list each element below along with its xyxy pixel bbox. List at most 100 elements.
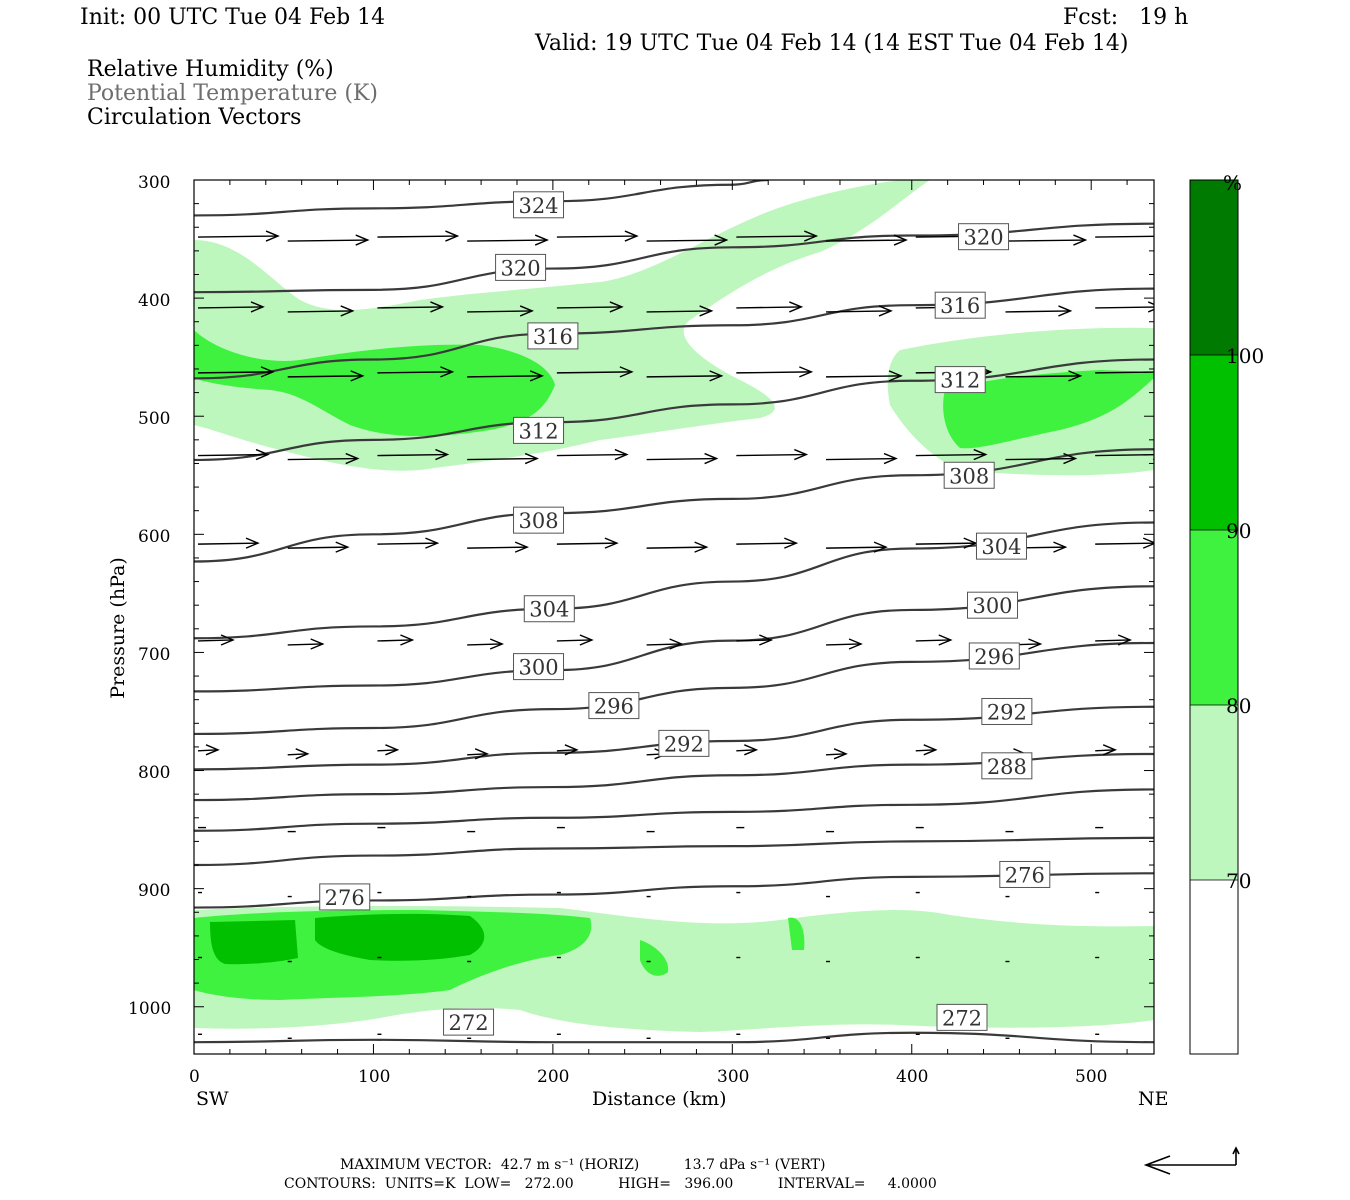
svg-text:296: 296 (594, 695, 634, 719)
colorbar-unit: % (1223, 171, 1243, 195)
circulation-vector (646, 638, 684, 650)
colorbar-80 (1190, 530, 1238, 705)
svg-text:288: 288 (987, 755, 1027, 779)
y-tick-label: 900 (138, 881, 171, 901)
circulation-vector (736, 366, 814, 378)
circulation-vector (287, 452, 360, 465)
theta-contour-280 (194, 836, 1154, 867)
x-tick-label: 100 (358, 1067, 391, 1087)
circulation-vector (556, 301, 624, 313)
theta-label-324: 324 (513, 191, 565, 219)
circulation-vector (556, 366, 634, 378)
theta-label-296: 296 (588, 692, 640, 720)
circulation-vector (197, 448, 270, 461)
circulation-vector (377, 230, 460, 242)
circulation-vector (467, 370, 544, 382)
colorbar-frame (1189, 179, 1239, 1055)
x-tick-label: 0 (189, 1067, 200, 1087)
circulation-vector (1005, 370, 1083, 382)
circulation-vector (287, 541, 350, 553)
theta-contour-288 (194, 752, 1154, 802)
circulation-vector (377, 301, 445, 313)
circulation-vector (1095, 371, 1154, 374)
theta-label-320: 320 (495, 253, 547, 281)
footer-max-vector: MAXIMUM VECTOR: 42.7 m s⁻¹ (HORIZ) 13.7 … (340, 1157, 826, 1173)
circulation-vector (1005, 234, 1088, 246)
title-circulation-vectors: Circulation Vectors (87, 105, 302, 130)
circulation-vector (197, 301, 265, 313)
svg-text:320: 320 (501, 256, 541, 280)
svg-text:308: 308 (949, 464, 989, 488)
circulation-vector (1095, 235, 1154, 238)
circulation-vector (197, 634, 235, 646)
footer-contours: CONTOURS: UNITS=K LOW= 272.00 HIGH= 396.… (284, 1176, 937, 1192)
circulation-vector (377, 448, 450, 461)
theta-label-300: 300 (967, 591, 1019, 619)
title-relative-humidity: Relative Humidity (%) (87, 57, 334, 82)
y-axis-label: Pressure (hPa) (107, 557, 129, 699)
circulation-vector (556, 634, 594, 646)
circulation-vector (197, 744, 220, 756)
colorbar-100 (1190, 180, 1238, 355)
x-tick-label: 400 (896, 1067, 929, 1087)
circulation-vector (646, 452, 719, 465)
circulation-vector (467, 234, 549, 246)
circulation-vector (826, 305, 893, 317)
circulation-vector (197, 230, 280, 242)
circulation-vector (287, 748, 310, 760)
circulation-vector (915, 744, 938, 756)
rh90-area (210, 920, 298, 965)
theta-contour-324 (194, 180, 769, 217)
svg-text:312: 312 (518, 419, 558, 443)
theta-label-288: 288 (981, 752, 1033, 780)
valid-time: Valid: 19 UTC Tue 04 Feb 14 (14 EST Tue … (535, 31, 1129, 56)
svg-text:292: 292 (664, 732, 704, 756)
circulation-vector (826, 234, 908, 246)
theta-label-312: 312 (934, 366, 986, 394)
circulation-vector (736, 448, 809, 461)
circulation-vector (287, 638, 325, 650)
theta-label-320: 320 (958, 223, 1010, 251)
circulation-vector (197, 537, 260, 549)
theta-contour-284 (194, 788, 1154, 832)
svg-text:296: 296 (974, 645, 1014, 669)
circulation-vector (646, 234, 729, 246)
theta-label-308: 308 (943, 461, 995, 489)
circulation-vector (736, 634, 774, 646)
circulation-vector (287, 370, 365, 382)
circulation-vector (826, 370, 903, 382)
rh80-area (640, 940, 669, 976)
colorbar-below-70 (1190, 880, 1238, 1054)
theta-contour-labels: 324 320 320 316 316 312 312 308 308 304 304 300 300 2… (319, 191, 1051, 1036)
circulation-vector (556, 230, 639, 242)
svg-text:304: 304 (981, 535, 1021, 559)
svg-text:316: 316 (533, 325, 573, 349)
circulation-vector (556, 744, 579, 756)
circulation-vector (467, 748, 489, 760)
init-time: Init: 00 UTC Tue 04 Feb 14 (80, 5, 386, 30)
colorbar-70 (1190, 705, 1238, 880)
circulation-vector (736, 230, 819, 242)
circulation-vector (1095, 634, 1133, 646)
x-axis-label: Distance (km) (592, 1088, 727, 1110)
colorbar-label: 100 (1226, 344, 1265, 368)
circulation-vector (467, 452, 539, 465)
circulation-vector (736, 744, 759, 756)
circulation-vector (467, 541, 529, 553)
circulation-vector (197, 366, 275, 378)
circulation-vector (915, 537, 978, 549)
colorbar-label: 70 (1226, 869, 1252, 893)
svg-text:316: 316 (940, 294, 980, 318)
svg-text:300: 300 (972, 594, 1012, 618)
theta-label-308: 308 (513, 506, 565, 534)
svg-text:300: 300 (518, 656, 558, 680)
svg-text:276: 276 (1005, 863, 1045, 887)
circulation-vector (1095, 301, 1154, 313)
svg-text:272: 272 (448, 1011, 488, 1035)
circulation-vector (915, 634, 953, 646)
x-tick-label: 200 (537, 1067, 570, 1087)
x-end-left: SW (196, 1088, 229, 1110)
circulation-vector (1095, 744, 1118, 756)
circulation-vector (826, 748, 848, 760)
